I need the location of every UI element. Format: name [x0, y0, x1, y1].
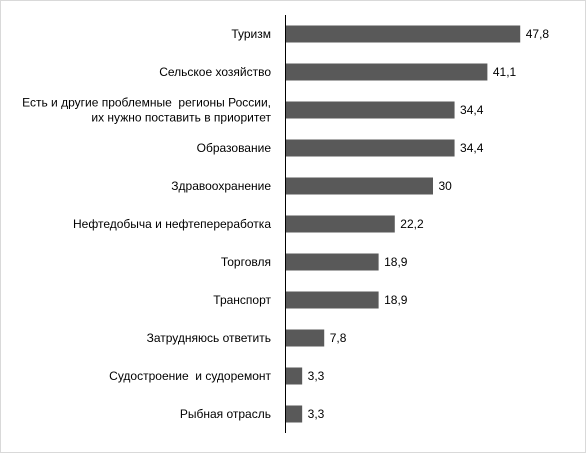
bar: [286, 177, 433, 195]
bar: [286, 329, 325, 347]
bar: [286, 25, 521, 43]
labels-layer: 47,8 Туризм 41,1 Сельское хозяйство 34,4 Есть…: [22, 27, 549, 421]
bar: [286, 63, 488, 81]
category-label-line: их нужно поставить в приоритет: [91, 111, 271, 125]
category-label: Торговля: [221, 255, 271, 269]
category-label-line: Сельское хозяйство: [159, 65, 271, 79]
bar: [286, 101, 455, 119]
bar-value-label: 22,2: [400, 217, 424, 231]
category-label-line: Туризм: [231, 27, 271, 41]
bar-value-label: 30: [439, 179, 453, 193]
category-label-line: Затрудняюсь ответить: [147, 331, 271, 345]
category-label: Судостроение и судоремонт: [109, 369, 271, 383]
bar-value-label: 3,3: [308, 407, 325, 421]
bar-value-label: 18,9: [384, 293, 408, 307]
category-label: Транспорт: [213, 293, 271, 307]
category-label: Здравоохранение: [171, 179, 271, 193]
category-label-line: Образование: [197, 141, 272, 155]
category-label: Туризм: [231, 27, 271, 41]
category-label: Образование: [197, 141, 272, 155]
bar: [286, 405, 303, 423]
bar: [286, 215, 395, 233]
category-label: Сельское хозяйство: [159, 65, 271, 79]
category-label-line: Нефтедобыча и нефтепереработка: [73, 217, 271, 231]
category-label: Затрудняюсь ответить: [147, 331, 271, 345]
bar-value-label: 34,4: [460, 141, 484, 155]
category-label-line: Рыбная отрасль: [180, 407, 271, 421]
bars-layer: [286, 25, 521, 423]
bar-value-label: 3,3: [308, 369, 325, 383]
bar-value-label: 34,4: [460, 103, 484, 117]
bar-value-label: 41,1: [493, 65, 517, 79]
category-label-line: Транспорт: [213, 293, 271, 307]
bar-value-label: 7,8: [330, 331, 347, 345]
bar: [286, 139, 455, 157]
category-label: Рыбная отрасль: [180, 407, 271, 421]
bar-value-label: 47,8: [526, 27, 550, 41]
category-label: Нефтедобыча и нефтепереработка: [73, 217, 271, 231]
category-label-line: Есть и другие проблемные регионы России,: [22, 96, 271, 110]
bar: [286, 253, 379, 271]
category-label-line: Здравоохранение: [171, 179, 271, 193]
category-label-line: Торговля: [221, 255, 271, 269]
bar: [286, 291, 379, 309]
bar-value-label: 18,9: [384, 255, 408, 269]
category-label-line: Судостроение и судоремонт: [109, 369, 271, 383]
bar: [286, 367, 303, 385]
category-label: Есть и другие проблемные регионы России,…: [22, 96, 271, 125]
